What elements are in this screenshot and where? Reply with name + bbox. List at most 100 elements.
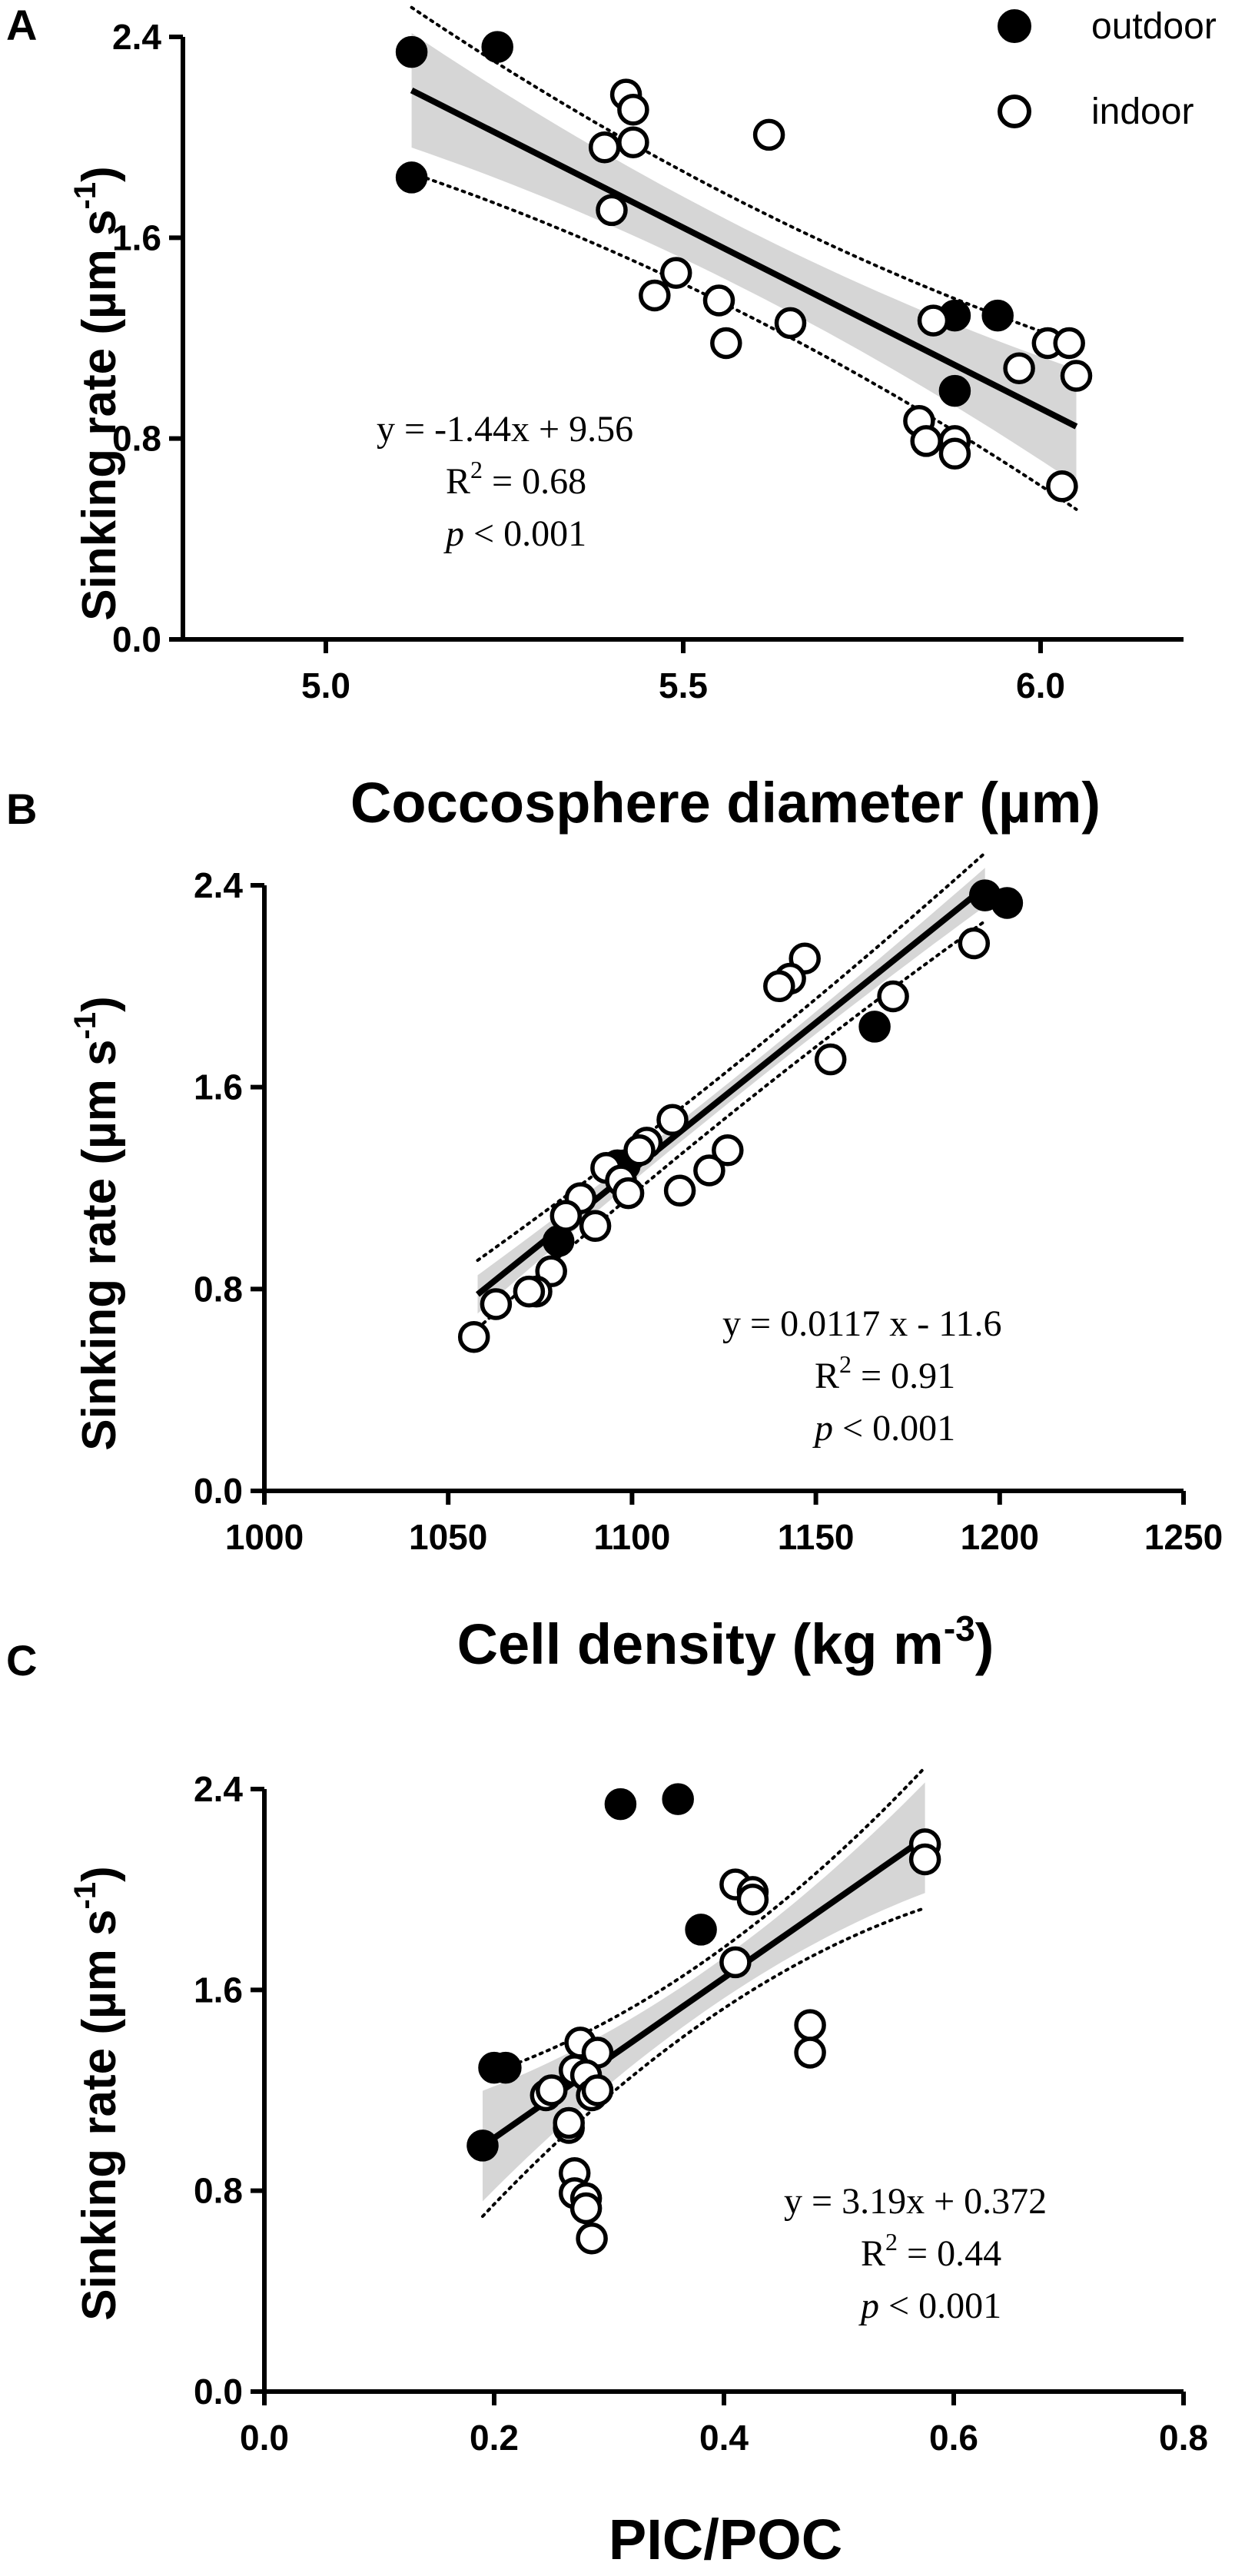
point-indoor-c-5 xyxy=(719,1946,752,1979)
point-indoor-b-5 xyxy=(814,1043,847,1076)
equation-b-p-italic: p xyxy=(812,1408,833,1449)
point-outdoor-a-5 xyxy=(938,374,971,407)
ytick-label-b-0: 0.0 xyxy=(194,1471,243,1511)
ylabel-b-close: ) xyxy=(73,996,126,1012)
xtick-label-c-3: 0.6 xyxy=(929,2418,978,2458)
equation-c-r2: R2 = 0.44 xyxy=(861,2228,1001,2274)
point-outdoor-a-0 xyxy=(395,35,428,68)
xtick-label-b-4: 1200 xyxy=(961,1517,1039,1557)
ylabel-c: Sinking rate (µm s-1) xyxy=(68,1866,126,2321)
plot-c-points-band xyxy=(466,1765,941,2255)
point-outdoor-a-1 xyxy=(481,31,513,63)
point-indoor-b-11 xyxy=(612,1177,645,1210)
xlabel-b-close: ) xyxy=(975,1612,994,1676)
equation-c-r2-rest: = 0.44 xyxy=(898,2233,1001,2274)
point-indoor-b-14 xyxy=(693,1154,725,1187)
point-indoor-b-22 xyxy=(457,1320,490,1353)
panel-b: 0.0 0.8 1.6 2.4 1000 1050 1100 1150 1200 1250 Sin… xyxy=(68,851,1223,1676)
point-outdoor-a-4 xyxy=(981,299,1014,332)
xtick-label-c-0: 0.0 xyxy=(240,2418,289,2458)
point-indoor-b-17 xyxy=(579,1210,612,1243)
point-outdoor-c-0 xyxy=(604,1788,637,1821)
point-indoor-b-6 xyxy=(656,1104,689,1137)
equation-a-line: y = -1.44x + 9.56 xyxy=(377,409,633,450)
ytick-label-c-2: 1.6 xyxy=(194,1970,243,2010)
xlabel-b: Cell density (kg m-3) xyxy=(457,1608,994,1676)
xtick-label-c-4: 0.8 xyxy=(1159,2418,1208,2458)
point-outdoor-b-1 xyxy=(991,887,1024,919)
point-outdoor-c-2 xyxy=(685,1914,717,1946)
ylabel-a-main: Sinking rate (µm s xyxy=(73,209,126,620)
equation-a-r2-prefix: R xyxy=(446,461,470,502)
equation-c-p: p < 0.001 xyxy=(858,2286,1001,2326)
point-indoor-c-1 xyxy=(908,1843,941,1876)
point-indoor-c-7 xyxy=(794,2037,826,2069)
xlabel-b-main: Cell density (kg m xyxy=(457,1612,944,1676)
point-indoor-c-21 xyxy=(569,2192,603,2225)
prediction-band-upper-b xyxy=(476,851,987,1262)
equation-a-p-rest: < 0.001 xyxy=(464,513,586,554)
xlabel-b-sup: -3 xyxy=(944,1608,975,1648)
equation-a-r2-rest: = 0.68 xyxy=(483,461,586,502)
point-indoor-b-3 xyxy=(958,927,991,960)
point-indoor-b-12 xyxy=(663,1174,696,1207)
ytick-label-b-3: 2.4 xyxy=(194,865,243,905)
point-indoor-a-3 xyxy=(617,126,649,158)
xtick-label-a-2: 6.0 xyxy=(1016,666,1065,705)
ytick-label-b-2: 1.6 xyxy=(194,1067,243,1107)
panel-a: 0.0 0.8 1.6 2.4 5.0 5.5 6.0 Sinking rate (µm s… xyxy=(68,5,1184,835)
equation-b-line: y = 0.0117 x - 11.6 xyxy=(722,1303,1002,1344)
point-outdoor-c-1 xyxy=(662,1783,694,1815)
point-indoor-c-4 xyxy=(736,1883,769,1916)
point-indoor-a-11 xyxy=(917,304,950,337)
regression-line-a xyxy=(410,87,1078,430)
xtick-label-c-1: 0.2 xyxy=(470,2418,519,2458)
ytick-label-c-1: 0.8 xyxy=(194,2171,243,2211)
ylabel-c-close: ) xyxy=(73,1866,126,1882)
point-outdoor-c-4 xyxy=(490,2051,522,2084)
xlabel-a: Coccosphere diameter (µm) xyxy=(350,771,1101,835)
ylabel-a-close: ) xyxy=(73,166,126,182)
xtick-label-b-5: 1250 xyxy=(1144,1517,1223,1557)
point-indoor-a-15 xyxy=(1060,360,1093,392)
point-indoor-b-2 xyxy=(763,970,795,1003)
equation-a-r2-sup: 2 xyxy=(470,456,483,483)
point-indoor-b-20 xyxy=(513,1275,546,1308)
point-indoor-a-5 xyxy=(596,194,628,227)
point-outdoor-b-2 xyxy=(858,1011,891,1043)
point-indoor-c-17 xyxy=(553,2106,585,2139)
plot-a-points-band xyxy=(395,5,1093,511)
ylabel-c-main: Sinking rate (µm s xyxy=(73,1909,126,2320)
xtick-label-b-3: 1150 xyxy=(778,1517,855,1557)
ytick-label-c-0: 0.0 xyxy=(194,2372,243,2412)
panel-letter-c: C xyxy=(6,1636,37,1685)
ytick-label-a-0: 0.0 xyxy=(112,619,161,659)
point-indoor-a-6 xyxy=(659,257,692,289)
xtick-label-b-2: 1100 xyxy=(594,1517,671,1557)
xtick-label-a-0: 5.0 xyxy=(301,666,350,705)
point-indoor-c-22 xyxy=(576,2222,608,2255)
xlabel-c: PIC/POC xyxy=(609,2508,842,2571)
point-indoor-b-13 xyxy=(712,1134,744,1167)
panel-c: 0.0 0.8 1.6 2.4 0.0 0.2 0.4 0.6 0.8 Sinking rate… xyxy=(68,1765,1208,2571)
ytick-label-b-1: 0.8 xyxy=(194,1269,243,1309)
legend: outdoor indoor xyxy=(998,6,1217,132)
legend-label-indoor: indoor xyxy=(1091,91,1194,132)
plot-b-axes: 0.0 0.8 1.6 2.4 1000 1050 1100 1150 1200 1250 xyxy=(194,865,1223,1557)
point-indoor-a-19 xyxy=(938,437,971,470)
point-indoor-b-8 xyxy=(623,1134,656,1167)
point-indoor-a-20 xyxy=(1046,470,1078,503)
plot-b-points-band xyxy=(457,851,1024,1353)
plot-a-axes: 0.0 0.8 1.6 2.4 5.0 5.5 6.0 xyxy=(112,17,1184,705)
panel-letter-b: B xyxy=(6,785,37,833)
equation-c: y = 3.19x + 0.372 R2 = 0.44 p < 0.001 xyxy=(784,2181,1047,2326)
point-indoor-b-16 xyxy=(549,1200,583,1232)
equation-a-p: p < 0.001 xyxy=(443,513,586,554)
xtick-label-a-1: 5.5 xyxy=(659,666,708,705)
point-indoor-a-13 xyxy=(1053,327,1085,360)
point-indoor-a-10 xyxy=(710,327,742,360)
ylabel-b: Sinking rate (µm s-1) xyxy=(68,996,126,1451)
point-indoor-a-4 xyxy=(752,118,785,151)
xtick-label-c-2: 0.4 xyxy=(699,2418,749,2458)
